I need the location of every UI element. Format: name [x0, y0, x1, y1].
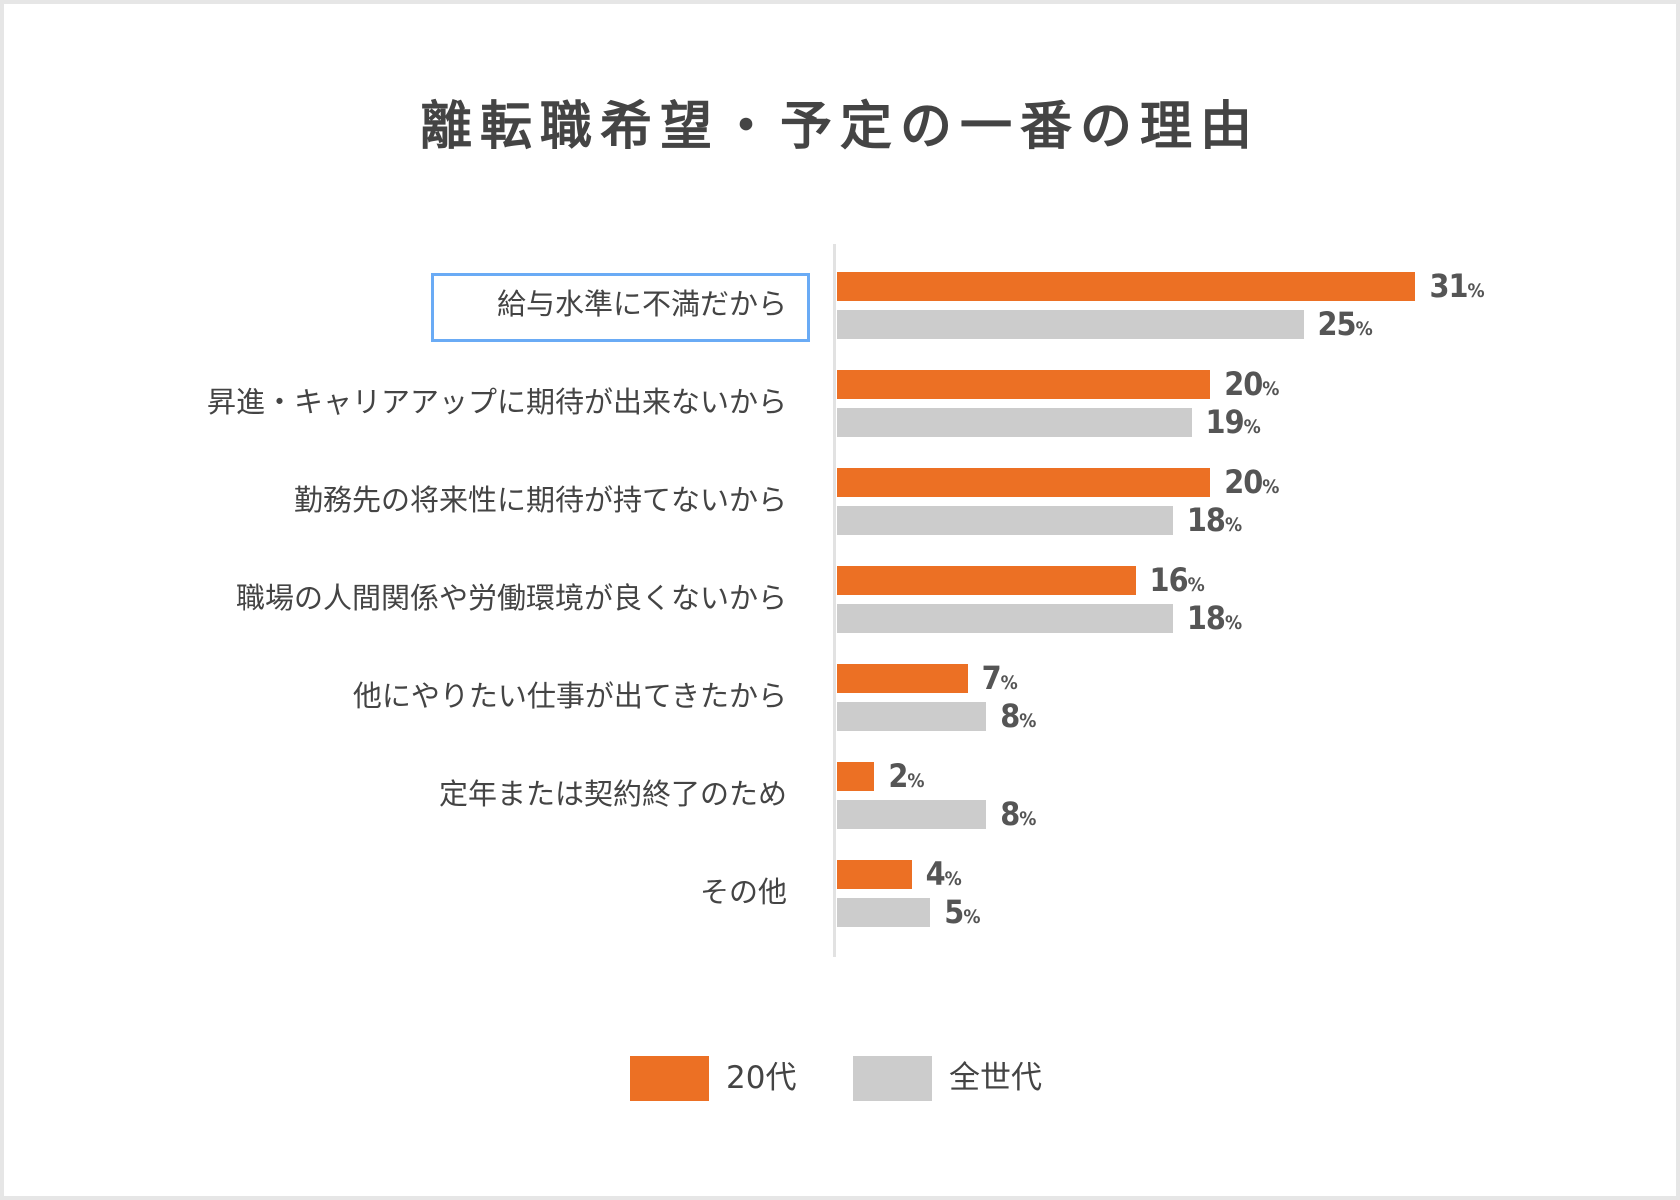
data-label-value: 18	[1186, 599, 1226, 637]
data-label-unit: %	[1224, 612, 1243, 634]
bar-20s	[837, 566, 1136, 595]
data-label-value: 8	[1000, 795, 1020, 833]
bar-all-generations	[837, 506, 1173, 535]
bar-20s	[837, 860, 912, 889]
data-label: 2%	[888, 760, 924, 797]
category-label: 勤務先の将来性に期待が持てないから	[293, 483, 787, 517]
data-label-unit: %	[944, 868, 962, 890]
bar-all-generations	[837, 604, 1173, 633]
bar-20s	[837, 370, 1211, 399]
data-label-unit: %	[1019, 710, 1037, 732]
data-label-value: 2	[888, 757, 908, 795]
bar-20s	[837, 468, 1211, 497]
data-label-unit: %	[1224, 514, 1243, 536]
bar-all-generations	[837, 702, 987, 731]
category-label: その他	[699, 875, 787, 909]
data-label-unit: %	[1000, 672, 1018, 694]
data-label-unit: %	[1262, 476, 1280, 498]
bar-20s	[837, 664, 968, 693]
data-label-value: 20	[1224, 365, 1263, 403]
data-label: 20%	[1224, 466, 1279, 503]
data-label-value: 18	[1186, 501, 1226, 539]
data-label: 8%	[1000, 700, 1036, 737]
data-label-value: 7	[981, 659, 1002, 697]
highlight-box	[431, 273, 810, 342]
data-label-unit: %	[1262, 378, 1280, 400]
data-label-unit: %	[1355, 318, 1373, 340]
data-label-unit: %	[1243, 416, 1261, 438]
data-label: 5%	[944, 896, 980, 933]
bar-all-generations	[837, 800, 987, 829]
bar-all-generations	[837, 408, 1192, 437]
data-label-value: 5	[944, 893, 964, 931]
data-label: 31%	[1429, 270, 1484, 307]
data-label: 20%	[1224, 368, 1279, 405]
data-label-value: 4	[925, 855, 946, 893]
data-label-unit: %	[963, 906, 981, 928]
legend-label-20s: 20代	[726, 1060, 797, 1096]
legend-swatch-all	[853, 1056, 932, 1101]
data-label-value: 16	[1149, 561, 1189, 599]
data-label-unit: %	[1187, 574, 1205, 596]
data-label-value: 20	[1224, 463, 1263, 501]
legend-label-all: 全世代	[949, 1060, 1042, 1096]
data-label-value: 8	[1000, 697, 1020, 735]
data-label: 18%	[1187, 602, 1242, 639]
category-label: 給与水準に不満だから	[496, 287, 787, 321]
category-label: 他にやりたい仕事が出てきたから	[352, 679, 787, 713]
data-label-value: 25	[1317, 305, 1357, 343]
y-axis-line	[833, 244, 836, 957]
bar-all-generations	[837, 310, 1304, 339]
data-label: 7%	[982, 662, 1018, 699]
data-label: 16%	[1150, 564, 1205, 601]
data-label-value: 31	[1429, 267, 1468, 305]
bar-all-generations	[837, 898, 931, 927]
chart-frame	[4, 4, 1676, 1196]
chart-title: 離転職希望・予定の一番の理由	[419, 97, 1260, 157]
legend-swatch-20s	[630, 1056, 709, 1101]
data-label: 25%	[1318, 308, 1373, 345]
data-label: 4%	[926, 858, 962, 895]
category-label: 職場の人間関係や労働環境が良くないから	[235, 581, 787, 615]
data-label: 19%	[1206, 406, 1261, 443]
data-label-unit: %	[1019, 808, 1037, 830]
data-label-unit: %	[907, 770, 925, 792]
category-label: 昇進・キャリアアップに期待が出来ないから	[206, 385, 787, 419]
bar-20s	[837, 272, 1416, 301]
data-label-unit: %	[1467, 280, 1485, 302]
data-label-value: 19	[1205, 403, 1245, 441]
category-label: 定年または契約終了のため	[438, 777, 787, 811]
bar-20s	[837, 762, 875, 791]
data-label: 18%	[1187, 504, 1242, 541]
data-label: 8%	[1000, 798, 1036, 835]
